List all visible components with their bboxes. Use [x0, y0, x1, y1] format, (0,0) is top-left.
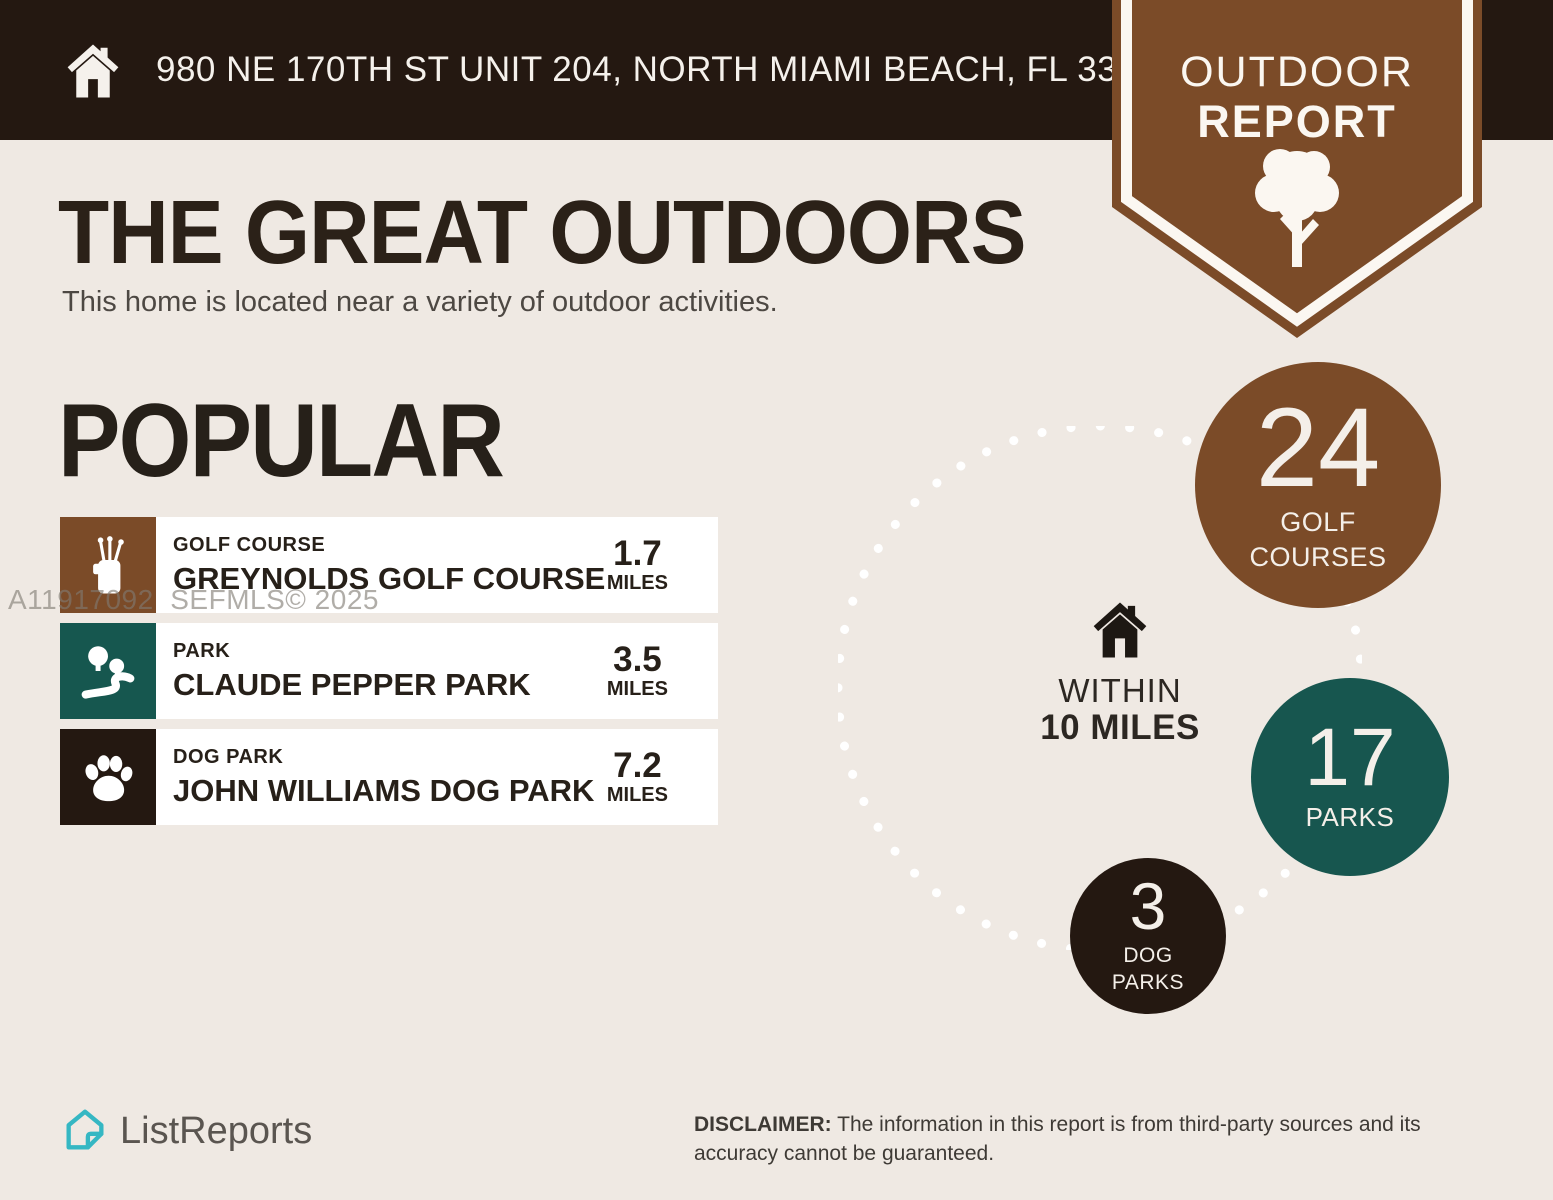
disclaimer-label: DISCLAIMER:	[694, 1113, 832, 1136]
list-item-golf-course: GOLF COURSE GREYNOLDS GOLF COURSE 1.7 MI…	[60, 517, 718, 613]
home-icon	[67, 44, 119, 98]
item-category: DOG PARK	[173, 745, 284, 768]
item-category: PARK	[173, 639, 231, 662]
item-distance: 3.5 MILES	[607, 642, 668, 701]
distance-value: 7.2	[613, 745, 662, 785]
within-radius-label: 10 MILES	[1040, 708, 1200, 747]
tree-icon	[1255, 149, 1339, 267]
list-item-park: PARK CLAUDE PEPPER PARK 3.5 MILES	[60, 623, 718, 719]
golf-bag-icon	[60, 517, 156, 613]
item-distance: 7.2 MILES	[607, 748, 668, 807]
stat-value: 17	[1304, 712, 1396, 804]
listreports-brand: ListReports	[120, 1110, 313, 1152]
item-name: JOHN WILLIAMS DOG PARK	[173, 772, 595, 808]
popular-heading: POPULAR	[58, 383, 505, 499]
property-address: 980 NE 170TH ST UNIT 204, NORTH MIAMI BE…	[156, 50, 1178, 89]
within-label: WITHIN	[1058, 672, 1182, 709]
item-name: GREYNOLDS GOLF COURSE	[173, 560, 606, 596]
distance-unit: MILES	[606, 571, 668, 594]
stat-value: 3	[1129, 869, 1167, 944]
distance-unit: MILES	[606, 677, 668, 700]
item-distance: 1.7 MILES	[607, 536, 668, 595]
stat-dog-parks: 3 DOG PARKS	[1070, 858, 1226, 1014]
stat-label: PARKS	[1305, 802, 1395, 833]
disclaimer: DISCLAIMER: The information in this repo…	[694, 1110, 1494, 1169]
page-title: THE GREAT OUTDOORS	[58, 183, 1026, 283]
badge-title-line2: REPORT	[1197, 96, 1397, 147]
listreports-logo-icon	[66, 1109, 104, 1150]
paw-icon	[60, 729, 156, 825]
center-house-icon	[1093, 602, 1147, 658]
page-subtitle: This home is located near a variety of o…	[62, 286, 778, 318]
stat-parks: 17 PARKS	[1251, 678, 1449, 876]
list-item-dog-park: DOG PARK JOHN WILLIAMS DOG PARK 7.2 MILE…	[60, 729, 718, 825]
disclaimer-text: The information in this report is from t…	[694, 1113, 1421, 1166]
badge-title-line1: OUTDOOR	[1180, 48, 1414, 96]
mls-watermark: A11917092 SEFMLS© 2025	[8, 584, 379, 615]
stat-value: 24	[1255, 384, 1381, 510]
stat-label: DOG PARKS	[1111, 944, 1185, 995]
outdoor-report-badge: OUTDOOR REPORT	[1112, 0, 1482, 345]
item-category: GOLF COURSE	[173, 533, 326, 556]
stat-label: GOLF COURSES	[1249, 507, 1387, 573]
distance-unit: MILES	[606, 783, 668, 806]
popular-list: GOLF COURSE GREYNOLDS GOLF COURSE 1.7 MI…	[60, 517, 718, 835]
badge-pennant	[1112, 0, 1482, 338]
distance-value: 3.5	[613, 639, 662, 679]
item-name: CLAUDE PEPPER PARK	[173, 666, 531, 702]
distance-value: 1.7	[613, 533, 662, 573]
park-icon	[60, 623, 156, 719]
stat-golf-courses: 24 GOLF COURSES	[1195, 362, 1441, 608]
